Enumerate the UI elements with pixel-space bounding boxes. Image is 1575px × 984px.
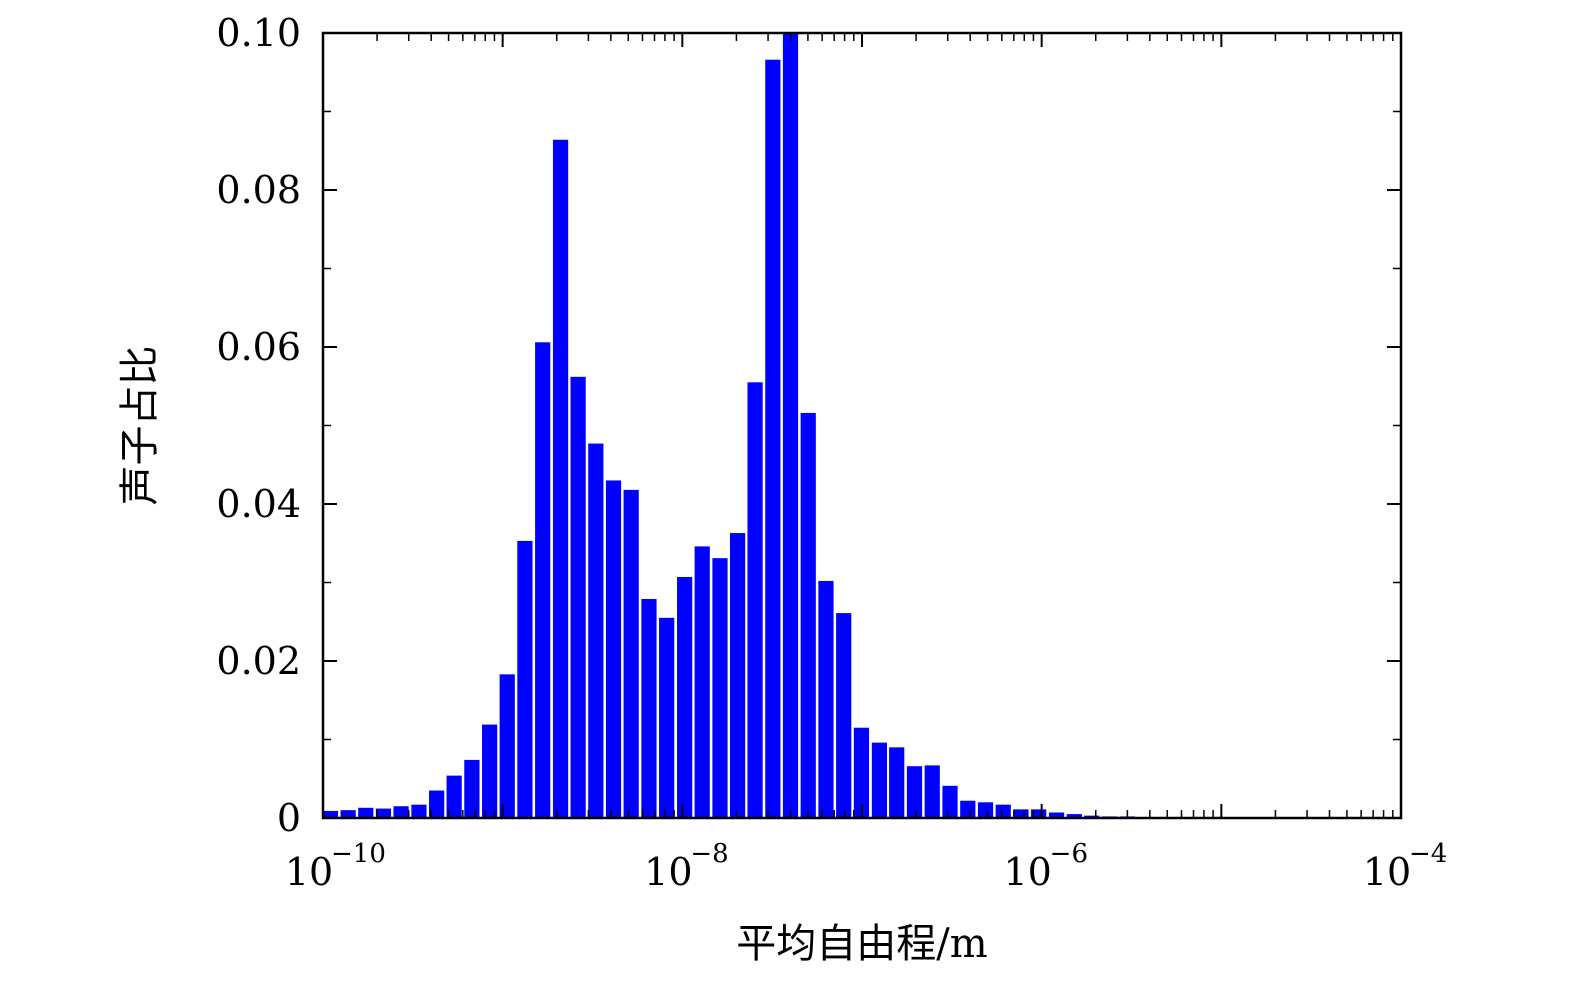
bar — [677, 577, 693, 818]
bar — [747, 382, 763, 818]
bar — [836, 613, 852, 818]
y-axis-title: 声子占比 — [117, 346, 163, 506]
bar — [1048, 812, 1065, 818]
bar — [942, 785, 958, 818]
bar — [570, 376, 586, 818]
bar — [818, 580, 834, 818]
bar — [853, 727, 870, 818]
bar — [535, 342, 551, 818]
bars-group — [322, 33, 1189, 818]
x-axis-title: 平均自由程/m — [736, 921, 987, 967]
x-tick-label: 10 — [1003, 850, 1051, 894]
bar — [1066, 814, 1082, 818]
x-axis: 10−10 10−8 10−6 10−4 — [285, 33, 1447, 894]
bar — [588, 443, 604, 818]
bar — [977, 802, 994, 818]
y-tick-label: 0.06 — [216, 325, 301, 369]
x-tick-exponent: −6 — [1050, 839, 1088, 869]
bar — [694, 546, 710, 818]
x-tick-exponent: −4 — [1409, 839, 1447, 869]
y-tick-label: 0.08 — [216, 168, 301, 212]
y-tick-label: 0.10 — [216, 11, 301, 55]
bar — [712, 558, 728, 818]
y-axis: 0 0.02 0.04 0.06 0.08 0.10 — [216, 11, 1401, 840]
bar — [729, 533, 746, 818]
bar — [552, 139, 569, 818]
x-tick-label: 10 — [285, 850, 333, 894]
bar — [765, 59, 781, 818]
y-tick-label: 0.04 — [216, 482, 301, 526]
bar — [641, 598, 657, 818]
bar — [340, 810, 356, 818]
bar — [393, 806, 409, 818]
bar — [800, 412, 816, 818]
bar — [1013, 809, 1029, 818]
bar — [605, 480, 622, 818]
x-tick-label: 10 — [1363, 850, 1411, 894]
bar — [375, 808, 392, 818]
bar — [322, 810, 339, 818]
bar — [464, 759, 480, 818]
bar — [499, 674, 515, 818]
bar — [1031, 809, 1047, 818]
bar — [482, 724, 498, 818]
x-tick-exponent: −8 — [690, 839, 728, 869]
y-tick-label: 0 — [277, 796, 301, 840]
y-tick-label: 0.02 — [216, 639, 301, 683]
plot-frame — [321, 31, 1403, 820]
bar — [924, 765, 940, 818]
bar — [446, 775, 462, 818]
x-tick-exponent: −10 — [331, 839, 386, 869]
bar — [623, 489, 639, 818]
bar — [517, 540, 533, 818]
bar — [659, 617, 675, 818]
bar — [995, 804, 1011, 818]
bar — [871, 742, 888, 818]
bar — [429, 790, 445, 818]
bar — [411, 804, 427, 818]
x-tick-label: 10 — [644, 850, 692, 894]
bar — [906, 766, 923, 818]
bar — [889, 747, 905, 818]
bar — [960, 800, 976, 818]
bar — [782, 33, 799, 818]
bar — [358, 807, 374, 818]
